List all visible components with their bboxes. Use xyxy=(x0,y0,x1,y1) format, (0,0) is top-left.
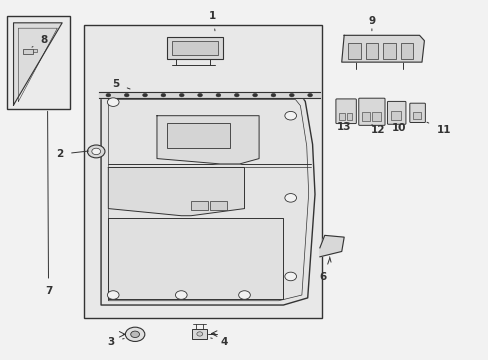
Circle shape xyxy=(130,331,139,338)
Text: 5: 5 xyxy=(112,78,130,89)
FancyBboxPatch shape xyxy=(386,102,405,124)
Circle shape xyxy=(125,327,144,342)
Circle shape xyxy=(175,291,187,299)
Bar xyxy=(192,329,206,339)
Text: 8: 8 xyxy=(32,35,48,47)
Bar xyxy=(382,43,395,59)
Circle shape xyxy=(234,93,239,97)
Text: 11: 11 xyxy=(426,122,450,135)
Bar xyxy=(191,202,207,210)
Circle shape xyxy=(289,93,294,97)
Circle shape xyxy=(252,93,257,97)
Circle shape xyxy=(197,93,202,97)
Circle shape xyxy=(179,93,184,97)
Circle shape xyxy=(107,291,119,299)
Circle shape xyxy=(142,93,147,97)
Text: 10: 10 xyxy=(391,123,406,133)
Text: 6: 6 xyxy=(319,258,329,282)
Circle shape xyxy=(285,194,296,202)
Circle shape xyxy=(161,93,165,97)
Polygon shape xyxy=(341,35,424,62)
Bar xyxy=(346,113,352,120)
Bar xyxy=(362,112,370,121)
Text: 1: 1 xyxy=(209,11,216,31)
Polygon shape xyxy=(14,23,62,105)
Polygon shape xyxy=(157,116,259,164)
Circle shape xyxy=(107,98,119,107)
Bar xyxy=(166,37,222,59)
Polygon shape xyxy=(99,93,319,98)
Bar xyxy=(347,43,360,59)
Bar xyxy=(32,49,37,52)
Circle shape xyxy=(307,93,312,97)
Polygon shape xyxy=(101,94,314,305)
Bar xyxy=(339,113,345,120)
Bar xyxy=(365,43,377,59)
FancyBboxPatch shape xyxy=(335,99,356,123)
FancyBboxPatch shape xyxy=(409,103,425,122)
FancyBboxPatch shape xyxy=(358,98,384,125)
Circle shape xyxy=(285,272,296,281)
Text: 7: 7 xyxy=(45,111,52,296)
Circle shape xyxy=(216,93,221,97)
Circle shape xyxy=(197,332,202,336)
Circle shape xyxy=(285,111,296,120)
Bar xyxy=(84,24,322,318)
Circle shape xyxy=(270,93,275,97)
Bar xyxy=(166,123,229,148)
Text: 3: 3 xyxy=(107,337,124,347)
Text: 2: 2 xyxy=(56,149,88,159)
Circle shape xyxy=(106,93,111,97)
Text: 13: 13 xyxy=(336,122,351,132)
Polygon shape xyxy=(319,235,344,257)
Circle shape xyxy=(87,145,105,158)
Circle shape xyxy=(92,148,101,155)
Polygon shape xyxy=(108,217,283,298)
Bar xyxy=(372,112,380,121)
Text: 9: 9 xyxy=(367,16,375,31)
Bar xyxy=(390,111,400,120)
Text: 4: 4 xyxy=(210,337,227,347)
Bar xyxy=(210,202,227,210)
Bar xyxy=(23,49,32,54)
Text: 12: 12 xyxy=(370,125,385,135)
Polygon shape xyxy=(108,167,244,216)
Bar xyxy=(171,41,217,55)
Bar xyxy=(7,16,70,109)
Circle shape xyxy=(238,291,250,299)
Bar xyxy=(412,112,421,119)
Bar xyxy=(400,43,412,59)
Circle shape xyxy=(124,93,129,97)
